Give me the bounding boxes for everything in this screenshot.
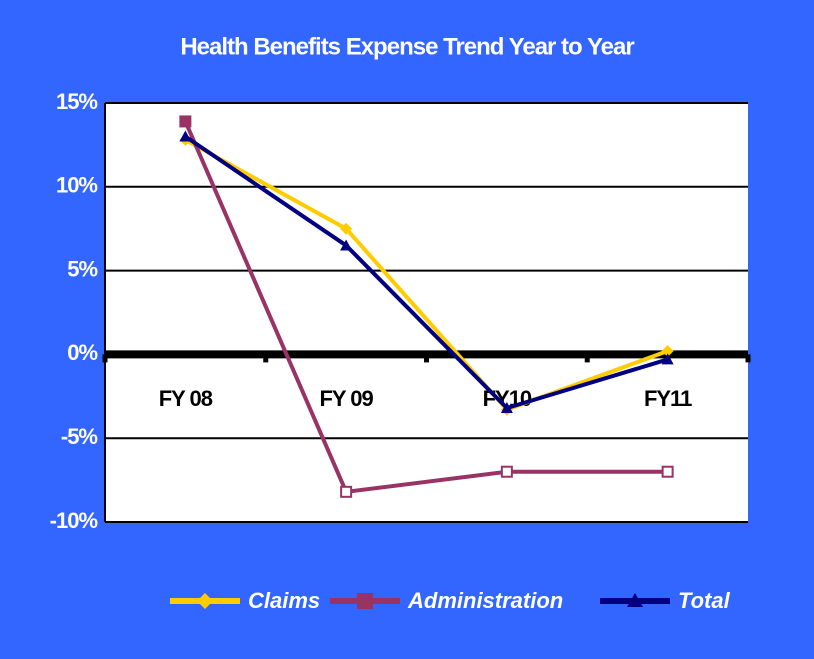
y-tick-label: 0%	[67, 340, 97, 365]
marker	[661, 345, 674, 358]
marker	[500, 465, 513, 478]
legend-marker	[627, 593, 643, 607]
y-tick-label: -5%	[61, 424, 98, 449]
marker	[340, 222, 353, 235]
marker	[179, 115, 192, 128]
marker	[661, 465, 674, 478]
legend-label: Claims	[248, 588, 320, 613]
y-tick-label: -10%	[50, 508, 98, 533]
series-line	[184, 138, 669, 413]
marker	[179, 130, 192, 142]
marker	[340, 239, 353, 251]
legend-marker	[197, 593, 213, 609]
y-tick-label: 5%	[67, 256, 97, 281]
legend-marker	[357, 593, 373, 609]
series-line	[184, 134, 669, 411]
legend-label: Total	[678, 588, 731, 613]
x-tick-label: FY 08	[159, 386, 213, 411]
y-tick-label: 15%	[56, 89, 97, 114]
series-line	[183, 120, 668, 495]
marker	[661, 353, 674, 365]
y-tick-label: 10%	[56, 173, 97, 198]
legend-label: Administration	[407, 588, 563, 613]
x-tick-label: FY11	[644, 386, 692, 411]
marker	[340, 485, 353, 498]
x-tick-label: FY 09	[319, 386, 373, 411]
chart-title: Health Benefits Expense Trend Year to Ye…	[180, 33, 634, 60]
marker	[500, 402, 513, 414]
plot-area	[105, 103, 748, 522]
